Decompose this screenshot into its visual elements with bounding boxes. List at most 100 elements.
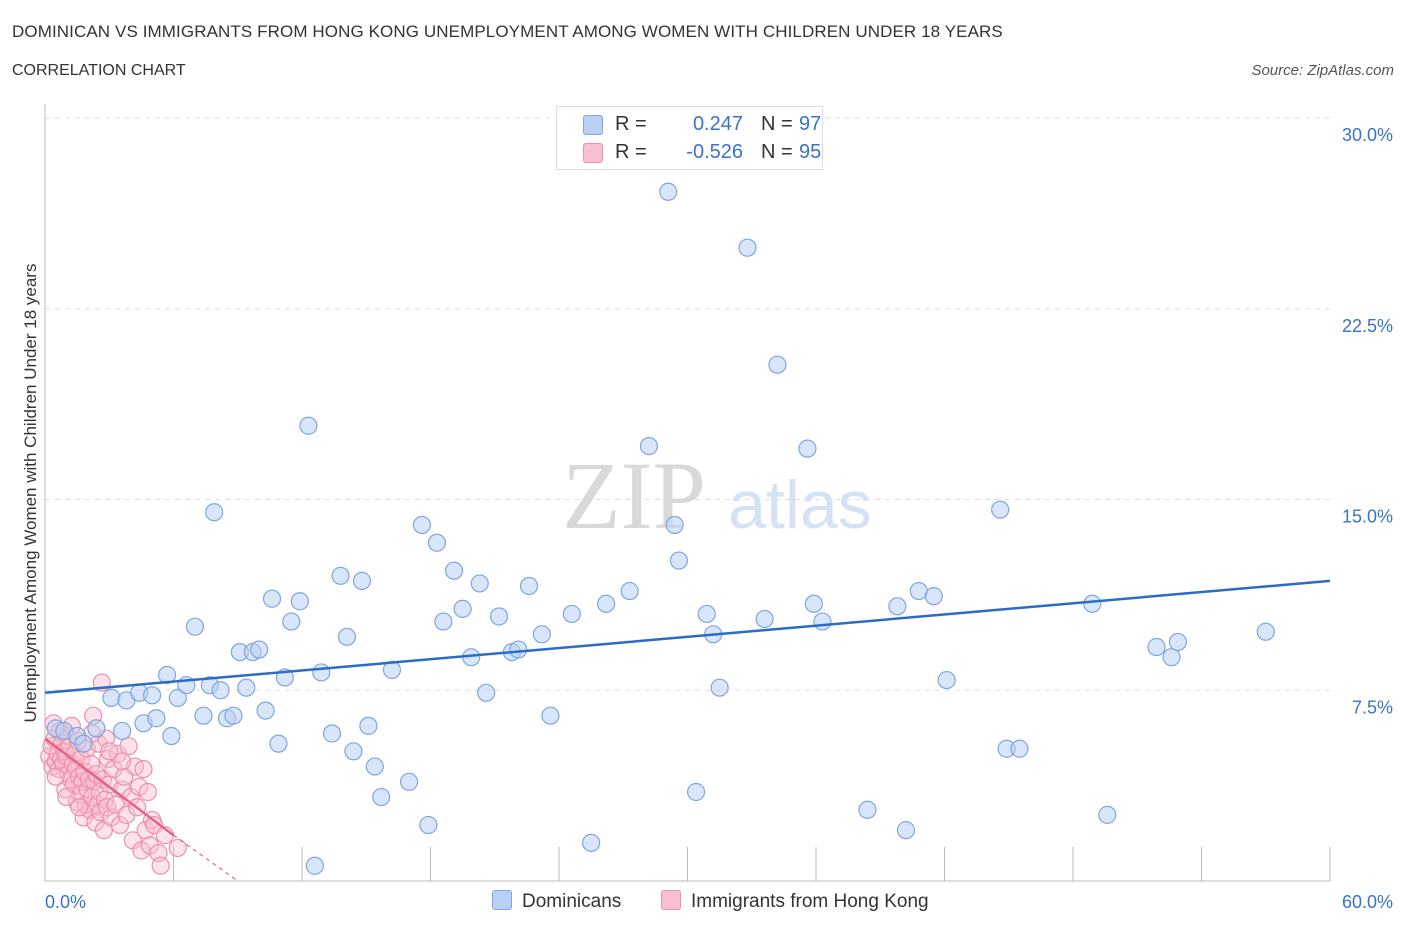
dominican-point — [659, 182, 678, 201]
legend-n-label: N = — [761, 113, 793, 135]
legend-swatch-blue — [583, 115, 603, 135]
dominican-point — [250, 640, 269, 659]
bottom-legend-swatch-blue — [492, 890, 512, 910]
dominican-point — [710, 678, 729, 697]
dominican-point — [562, 604, 581, 624]
dominican-point — [489, 607, 509, 626]
dominican-point — [312, 663, 331, 682]
dominican-point — [194, 706, 213, 725]
dominican-point — [322, 724, 342, 743]
gridlines — [45, 117, 1330, 691]
dominican-point — [620, 581, 639, 601]
dominican-point — [755, 609, 774, 629]
hongkong-point — [112, 752, 132, 771]
dominican-point — [804, 594, 823, 613]
legend-r-value: 0.247 — [692, 113, 743, 135]
dominican-point — [305, 856, 324, 875]
dominican-point — [768, 355, 787, 374]
dominican-point — [256, 701, 275, 720]
dominican-point — [597, 594, 616, 613]
y-tick-label: 15.0% — [1342, 507, 1393, 527]
x-tick-label-max: 60.0% — [1342, 892, 1393, 912]
dominican-point — [224, 706, 243, 725]
dominican-point — [168, 688, 187, 707]
y-tick-label: 22.5% — [1342, 316, 1393, 336]
legend-swatch-pink — [583, 143, 603, 163]
hongkong-point — [70, 798, 89, 817]
dominican-point — [331, 566, 350, 585]
dominican-point — [237, 678, 256, 697]
bottom-legend-hongkong: Immigrants from Hong Kong — [661, 890, 929, 913]
dominican-point — [991, 500, 1010, 519]
dominican-point — [532, 625, 551, 644]
dominican-point — [211, 681, 230, 700]
dominican-point — [344, 742, 363, 761]
dominican-point — [434, 612, 453, 631]
dominican-point — [427, 533, 447, 552]
dominican-point — [419, 815, 438, 835]
hongkong-point — [57, 787, 76, 807]
dominican-point — [924, 587, 943, 606]
dominican-point — [372, 787, 391, 807]
dominican-point — [337, 627, 357, 646]
dominican-point — [147, 709, 166, 728]
dominican-point — [157, 665, 177, 685]
hongkong-point — [100, 742, 119, 761]
trend-lines — [44, 579, 1331, 882]
hongkong-point — [130, 777, 149, 796]
hongkong-point — [168, 838, 187, 858]
dominican-point — [738, 238, 757, 257]
legend-n-label: N = — [761, 141, 793, 163]
dominican-point — [639, 436, 659, 456]
bottom-legend-swatch-pink — [661, 890, 681, 910]
dominican-point — [282, 612, 301, 631]
dominican-point — [1098, 805, 1117, 824]
dominican-point — [290, 592, 309, 611]
dominican-point — [896, 821, 916, 840]
dominican-point — [477, 683, 496, 702]
legend-n-value: 97 — [799, 113, 822, 135]
dominican-point — [1162, 648, 1181, 667]
dominican-point — [665, 515, 684, 535]
hongkong-trend-line — [44, 737, 175, 837]
hongkong-point — [119, 737, 138, 756]
dominican-point — [185, 617, 205, 636]
legend-n-value: 95 — [799, 141, 822, 163]
dominican-point — [162, 726, 181, 746]
dominican-point — [1168, 632, 1188, 652]
x-tick-label-min: 0.0% — [45, 892, 86, 912]
chart-subtitle: CORRELATION CHART — [12, 62, 186, 79]
dominican-point — [453, 599, 472, 618]
bottom-legend-dominicans: Dominicans — [492, 890, 621, 913]
dominican-point — [87, 719, 106, 738]
dominican-point — [1010, 739, 1029, 758]
dominican-point — [365, 757, 384, 776]
dominican-point — [686, 782, 706, 802]
dominican-trend-line — [44, 579, 1331, 695]
y-tick-label: 7.5% — [1352, 697, 1393, 717]
dominican-point — [352, 571, 372, 590]
watermark-atlas: atlas — [728, 467, 872, 543]
dominican-point — [112, 721, 132, 741]
legend-r-value: -0.526 — [686, 141, 743, 163]
tick-labels: 7.5% 15.0% 22.5% 30.0% 0.0% 60.0% — [45, 125, 1393, 912]
hongkong-point — [99, 749, 118, 769]
hongkong-point — [151, 856, 170, 875]
dominican-point — [412, 515, 432, 535]
dominican-point — [888, 597, 907, 616]
y-axis-label: Unemployment Among Women with Children U… — [21, 264, 40, 723]
source-note: Source: ZipAtlas.com — [1251, 62, 1394, 79]
dominican-point — [1147, 637, 1166, 657]
hongkong-point — [110, 815, 130, 835]
y-tick-label: 30.0% — [1342, 125, 1393, 145]
dominican-point — [142, 686, 162, 705]
dominican-point — [813, 612, 832, 631]
hongkong-point — [46, 767, 65, 786]
dominican-point — [269, 734, 288, 753]
dominican-point — [509, 640, 528, 659]
dominican-point — [937, 670, 956, 690]
dominican-point — [299, 416, 318, 435]
dominican-point — [262, 589, 282, 608]
correlation-legend: R = 0.247 N = 97 R = -0.526 N = 95 — [556, 106, 823, 170]
